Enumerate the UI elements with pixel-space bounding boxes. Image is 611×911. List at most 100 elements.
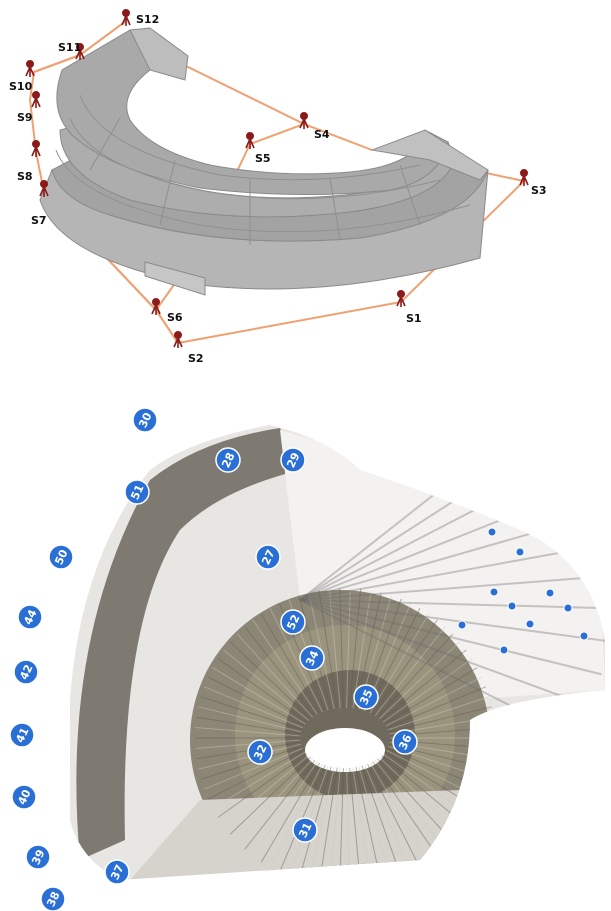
- radial-seam-2: [159, 159, 176, 226]
- marker-circle: [124, 479, 150, 505]
- cloud-ray: [369, 613, 430, 714]
- cloud-ray: [318, 590, 338, 709]
- cloud-ray: [346, 588, 351, 709]
- tier-top-block: [129, 27, 189, 81]
- cloud-ray: [376, 633, 454, 718]
- tripod-icon: [151, 297, 161, 315]
- tripod-icon: [173, 330, 183, 348]
- station-s10: S10: [9, 59, 35, 93]
- cloud-ray: [318, 767, 338, 880]
- station-label: S4: [314, 128, 330, 141]
- cloud-ray: [299, 599, 587, 706]
- cloud-ray: [269, 763, 323, 869]
- cloud-ray: [328, 588, 341, 709]
- tier-front-step: [144, 261, 206, 296]
- marker-label: 32: [251, 743, 269, 762]
- tier-right-cap: [370, 129, 489, 181]
- cloud-ray: [372, 619, 438, 715]
- traverse-s10-s11: [33, 54, 81, 73]
- marker-40: 40: [11, 784, 37, 810]
- cloud-ray: [252, 619, 318, 715]
- fan-target: [457, 620, 467, 630]
- tripod-icon: [39, 180, 49, 197]
- stepped-structure: [39, 27, 489, 296]
- cloud-ray: [299, 573, 605, 601]
- station-label: S6: [167, 311, 183, 324]
- marker-label: 40: [15, 787, 33, 807]
- cloud-ray: [299, 599, 602, 676]
- marker-50: 50: [48, 544, 74, 570]
- cloud-ray: [244, 759, 316, 850]
- inner-ring-line-2: [69, 117, 441, 200]
- cloud-ray: [195, 727, 301, 737]
- cloud-ray: [358, 766, 392, 880]
- station-s4: S4: [299, 112, 330, 141]
- marker-label: 27: [259, 548, 277, 567]
- fan-target: [579, 631, 589, 641]
- cloud-ray: [388, 696, 490, 731]
- radial-seam-1: [89, 117, 121, 171]
- station-label: S12: [136, 13, 159, 26]
- cloud-ray: [308, 767, 335, 880]
- traverse-s4-right: [303, 123, 373, 151]
- cloud-fan: [280, 430, 605, 700]
- cloud-ray: [376, 758, 454, 843]
- cloud-ray: [252, 761, 318, 857]
- marker-35: 35: [353, 684, 379, 710]
- cloud-ray: [200, 745, 302, 780]
- marker-circle: [280, 609, 306, 635]
- tripod-icon: [31, 140, 41, 157]
- station-label: S3: [531, 184, 547, 197]
- radial-seam-4: [329, 177, 341, 241]
- cloud-ray: [369, 762, 430, 863]
- marker-34: 34: [299, 645, 325, 671]
- marker-label: 38: [44, 890, 62, 909]
- marker-44: 44: [17, 604, 43, 630]
- station-label: S9: [17, 111, 33, 124]
- marker-circle: [353, 684, 379, 710]
- marker-label: 29: [284, 451, 302, 470]
- marker-circle: [13, 659, 39, 685]
- fan-target: [489, 587, 499, 597]
- station-s8: S8: [17, 140, 41, 183]
- station-label: S1: [406, 312, 422, 325]
- fan-target: [499, 645, 509, 655]
- cloud-ray: [381, 649, 467, 721]
- cloud-ray: [198, 706, 302, 733]
- marker-circle: [17, 604, 43, 630]
- fan-target: [515, 547, 525, 557]
- marker-38: 38: [40, 886, 66, 911]
- cloud-ray: [269, 607, 323, 713]
- station-s9: S9: [17, 91, 41, 124]
- marker-51: 51: [124, 479, 150, 505]
- stations: S1 S2 S3 S4 S5 S6 S7 S8 S9 S10 S11 S12: [9, 9, 547, 365]
- station-s7: S7: [31, 180, 49, 227]
- cloud-ray: [388, 706, 492, 733]
- station-s11: S11: [58, 41, 85, 60]
- inner-ring-line-3: [55, 149, 471, 233]
- tripod-icon: [299, 112, 309, 129]
- station-label: S11: [58, 41, 81, 54]
- cloud-ray: [385, 676, 483, 727]
- cloud-ray: [217, 658, 308, 723]
- point-cloud-view: 30 28 29 51 50 27 44 52 42 34 35 41 32 36 40 31 39 37 38: [9, 407, 605, 911]
- marker-circle: [392, 729, 418, 755]
- marker-circle: [9, 722, 35, 748]
- traverse-s12-s4: [185, 65, 305, 125]
- marker-36: 36: [392, 729, 418, 755]
- marker-label: 44: [21, 607, 39, 627]
- marker-circle: [255, 544, 281, 570]
- station-s2: S2: [173, 330, 204, 365]
- tripod-icon: [396, 289, 406, 307]
- cloud-ray: [212, 667, 306, 725]
- marker-label: 31: [296, 821, 314, 840]
- marker-label: 51: [128, 483, 146, 502]
- cloud-ray: [382, 658, 473, 723]
- marker-circle: [40, 886, 66, 911]
- marker-circle: [11, 784, 37, 810]
- marker-label: 28: [219, 451, 237, 470]
- marker-label: 52: [284, 613, 302, 632]
- tripod-icon: [519, 169, 529, 186]
- station-s1: S1: [396, 289, 422, 325]
- marker-29: 29: [280, 447, 306, 473]
